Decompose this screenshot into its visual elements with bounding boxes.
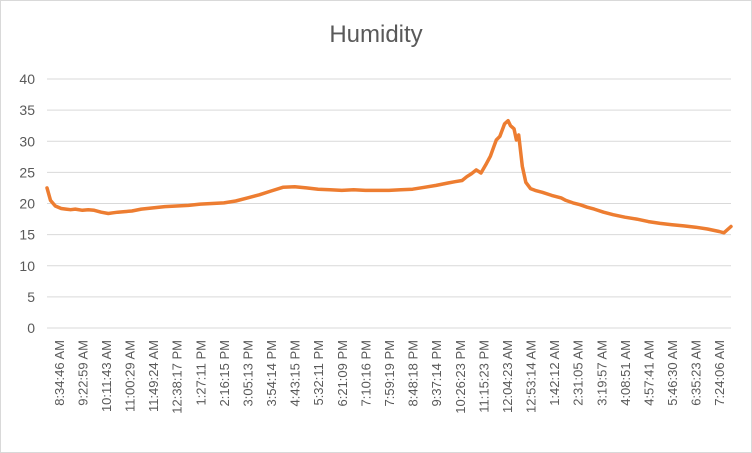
x-tick-label: 6:35:23 AM	[689, 340, 704, 406]
series-layer	[45, 118, 733, 235]
y-tick-label: 35	[19, 102, 35, 118]
x-tick-label: 3:19:57 AM	[594, 340, 609, 406]
x-tick-label: 8:48:18 PM	[406, 340, 421, 407]
x-axis-ticks: 8:34:46 AM 9:22:59 AM 10:11:43 AM 11:00:29 …	[52, 340, 727, 414]
x-tick-label: 6:21:09 PM	[335, 340, 350, 407]
x-tick-label: 7:24:06 AM	[712, 340, 727, 406]
x-tick-label: 4:43:15 PM	[288, 340, 303, 407]
x-tick-label: 12:04:23 AM	[500, 340, 515, 413]
chart-title: Humidity	[329, 21, 423, 48]
x-tick-label: 11:15:23 PM	[476, 340, 491, 413]
x-tick-label: 2:31:05 AM	[571, 340, 586, 406]
x-tick-label: 1:42:12 AM	[547, 340, 562, 406]
x-tick-label: 2:16:15 PM	[217, 340, 232, 407]
x-tick-label: 7:59:19 PM	[382, 340, 397, 407]
y-tick-label: 40	[19, 71, 35, 87]
x-tick-label: 9:22:59 AM	[75, 340, 90, 406]
y-tick-label: 5	[27, 289, 35, 305]
gridlines	[47, 78, 731, 329]
x-tick-label: 5:32:11 PM	[311, 340, 326, 406]
x-tick-label: 8:34:46 AM	[52, 340, 67, 406]
x-tick-label: 11:00:29 AM	[123, 340, 138, 412]
humidity-series-line	[45, 118, 733, 235]
x-tick-label: 4:08:51 AM	[618, 340, 633, 406]
y-tick-label: 30	[19, 133, 35, 149]
y-axis-ticks: 0 5 10 15 20 25 30 35 40	[19, 71, 35, 336]
y-tick-label: 15	[19, 227, 35, 243]
y-tick-label: 0	[27, 320, 35, 336]
x-tick-label: 4:57:41 AM	[641, 340, 656, 406]
y-tick-label: 25	[19, 164, 35, 180]
x-tick-label: 3:05:13 PM	[240, 340, 255, 407]
x-tick-label: 5:46:30 AM	[665, 340, 680, 406]
x-tick-label: 10:11:43 AM	[99, 340, 114, 412]
x-tick-label: 11:49:24 AM	[146, 340, 161, 412]
x-tick-label: 12:38:17 PM	[170, 340, 185, 414]
x-tick-label: 1:27:11 PM	[193, 340, 208, 406]
x-tick-label: 3:54:14 PM	[264, 340, 279, 407]
x-tick-label: 9:37:14 PM	[429, 340, 444, 407]
x-tick-label: 10:26:23 PM	[453, 340, 468, 414]
x-tick-label: 12:53:14 AM	[524, 340, 539, 413]
y-tick-label: 10	[19, 258, 35, 274]
y-tick-label: 20	[19, 196, 35, 212]
x-tick-label: 7:10:16 PM	[358, 340, 373, 407]
